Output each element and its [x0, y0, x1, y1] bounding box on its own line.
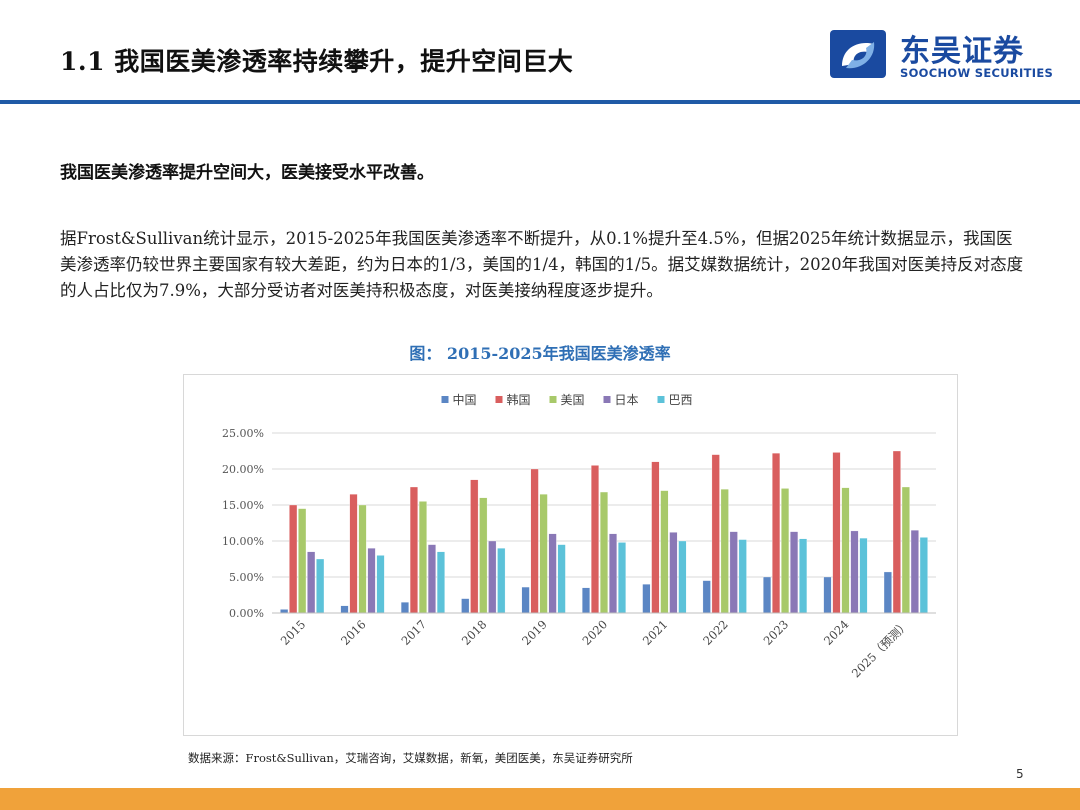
bar: [669, 532, 678, 614]
bar: [702, 580, 711, 614]
bar: [479, 497, 488, 614]
bar: [582, 587, 590, 614]
chart-title: 图： 2015-2025年我国医美渗透率: [409, 344, 671, 363]
bar: [919, 537, 928, 614]
bar: [461, 598, 470, 614]
bar: [591, 465, 599, 614]
logo-text-cn: 东吴证券: [900, 34, 1024, 69]
bar: [298, 508, 307, 614]
legend-label: 美国: [561, 393, 585, 407]
bar: [790, 531, 799, 614]
bar: [400, 602, 409, 614]
x-tick-label: 2023: [761, 617, 792, 648]
bar: [720, 489, 729, 614]
legend-swatch: [495, 396, 503, 403]
bar: [376, 555, 385, 614]
bar: [521, 586, 530, 614]
y-tick-label: 15.00%: [222, 499, 264, 512]
bar: [349, 494, 358, 614]
bar: [651, 461, 660, 614]
subheading: 我国医美渗透率提升空间大，医美接受水平改善。: [60, 163, 434, 183]
bar: [823, 576, 832, 614]
legend-label: 日本: [615, 393, 639, 407]
x-tick-label: 2018: [459, 617, 490, 648]
bar: [618, 542, 626, 614]
body-paragraph: 据Frost&Sullivan统计显示，2015-2025年我国医美渗透率不断提…: [60, 229, 1024, 300]
bar: [711, 454, 720, 614]
bar: [427, 544, 436, 614]
x-tick-label: 2019: [519, 617, 550, 648]
bar: [530, 468, 539, 614]
bar: [600, 491, 608, 614]
bar: [418, 501, 427, 614]
x-tick-label: 2015: [278, 617, 309, 648]
legend-label: 韩国: [507, 392, 531, 407]
bar: [738, 539, 747, 614]
company-logo: 东吴证券 SOOCHOW SECURITIES: [828, 26, 1060, 82]
chart-container: 0.00% 5.00% 10.00% 15.00% 20.00% 25.00% 中国 韩国 美国…: [183, 374, 958, 736]
legend-swatch: [657, 396, 665, 403]
logo-text-en: SOOCHOW SECURITIES: [900, 66, 1054, 80]
y-tick-label: 10.00%: [222, 535, 264, 548]
bar: [470, 479, 479, 614]
bar: [609, 533, 617, 614]
data-source: 数据来源：Frost&Sullivan，艾瑞咨询，艾媒数据，新氧，美团医美，东吴…: [188, 751, 633, 765]
soochow-logo-icon: [830, 30, 886, 78]
bar: [539, 494, 548, 614]
bar: [883, 571, 892, 614]
bar: [781, 488, 790, 614]
bar: [799, 538, 808, 614]
bar: [497, 548, 506, 614]
page-number: 5: [1016, 767, 1024, 781]
bar-chart: 0.00% 5.00% 10.00% 15.00% 20.00% 25.00% 中国 韩国 美国…: [222, 392, 936, 680]
x-tick-label: 2020: [580, 617, 611, 648]
bar: [763, 576, 772, 614]
bar: [340, 605, 349, 614]
x-tick-label: 2017: [398, 617, 429, 648]
y-tick-label: 20.00%: [222, 463, 264, 476]
bar: [557, 544, 566, 614]
bar: [367, 548, 376, 614]
bar: [859, 537, 868, 614]
bar: [910, 530, 919, 614]
legend-label: 巴西: [669, 393, 693, 407]
bar: [678, 540, 687, 614]
bar: [901, 486, 910, 614]
bar: [642, 584, 651, 614]
page-title: 1.1 我国医美渗透率持续攀升，提升空间巨大: [60, 47, 574, 76]
legend-swatch: [549, 396, 557, 403]
bar: [307, 551, 316, 614]
bar: [358, 504, 367, 614]
x-tick-label: 2022: [700, 617, 731, 648]
bar: [841, 487, 850, 614]
y-tick-label: 0.00%: [229, 607, 264, 620]
bar: [660, 490, 669, 614]
x-tick-label: 2016: [338, 617, 369, 648]
bar: [772, 453, 781, 614]
bar: [832, 452, 841, 614]
legend-label: 中国: [453, 392, 477, 407]
bar: [729, 531, 738, 614]
header-divider: [0, 100, 1080, 104]
bar: [892, 450, 901, 614]
y-tick-label: 5.00%: [229, 571, 264, 584]
legend-swatch: [603, 396, 611, 403]
x-tick-label: 2021: [640, 617, 671, 648]
legend-swatch: [441, 396, 449, 403]
bar: [850, 530, 859, 614]
bar: [548, 533, 557, 614]
bar: [409, 486, 418, 614]
bar: [289, 504, 298, 614]
footer-bar: [0, 788, 1080, 810]
bar: [488, 540, 497, 614]
y-tick-label: 25.00%: [222, 427, 264, 440]
bar: [436, 551, 445, 614]
x-tick-label: 2025（预测）: [849, 617, 912, 680]
bar: [316, 558, 325, 614]
bar: [280, 609, 289, 614]
x-tick-label: 2024: [821, 617, 852, 648]
